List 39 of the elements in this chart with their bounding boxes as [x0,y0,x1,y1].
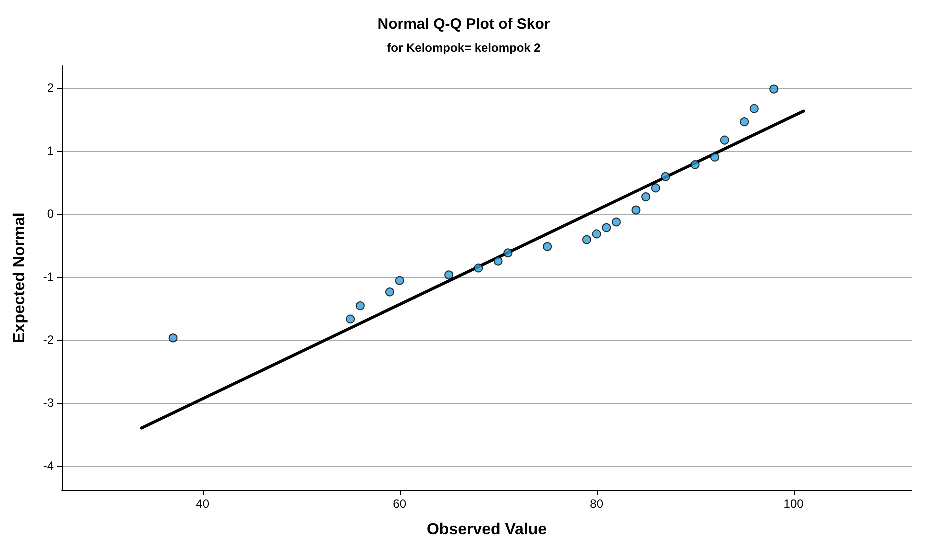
point [494,256,503,266]
point [168,334,178,343]
point [710,152,720,162]
point [346,314,356,324]
point [632,206,641,215]
point [602,223,612,232]
point [642,192,651,202]
point [356,302,365,311]
point [750,104,759,114]
x-tick-label: 60 [393,497,407,511]
point [612,218,622,227]
x-tick-label: 100 [784,497,804,511]
y-tick-label: -4 [43,459,54,474]
point [651,184,660,193]
point [720,136,730,145]
y-tick-label: -2 [43,333,54,348]
point [582,235,592,244]
y-tick-label: 0 [47,207,54,222]
point [592,230,602,239]
y-tick-label: 2 [47,81,54,96]
y-tick-label: -1 [43,270,54,284]
point [385,288,394,297]
chart-title: Normal Q-Q Plot of Skor [378,16,550,33]
point [740,118,750,127]
point [543,242,552,252]
x-axis-title: Observed Value [426,522,548,538]
point [770,84,779,94]
point [661,172,670,182]
point [395,276,404,286]
point [690,160,700,170]
y-tick-label: -3 [43,396,54,410]
point [474,264,484,273]
y-axis-title: Expected Normal [12,212,28,344]
point [504,248,513,258]
y-tick-label: 1 [47,144,54,158]
x-tick-label: 80 [590,497,604,511]
point [444,270,454,280]
chart-subtitle: for Kelompok= kelompok 2 [387,41,542,55]
x-tick-label: 40 [196,497,210,511]
